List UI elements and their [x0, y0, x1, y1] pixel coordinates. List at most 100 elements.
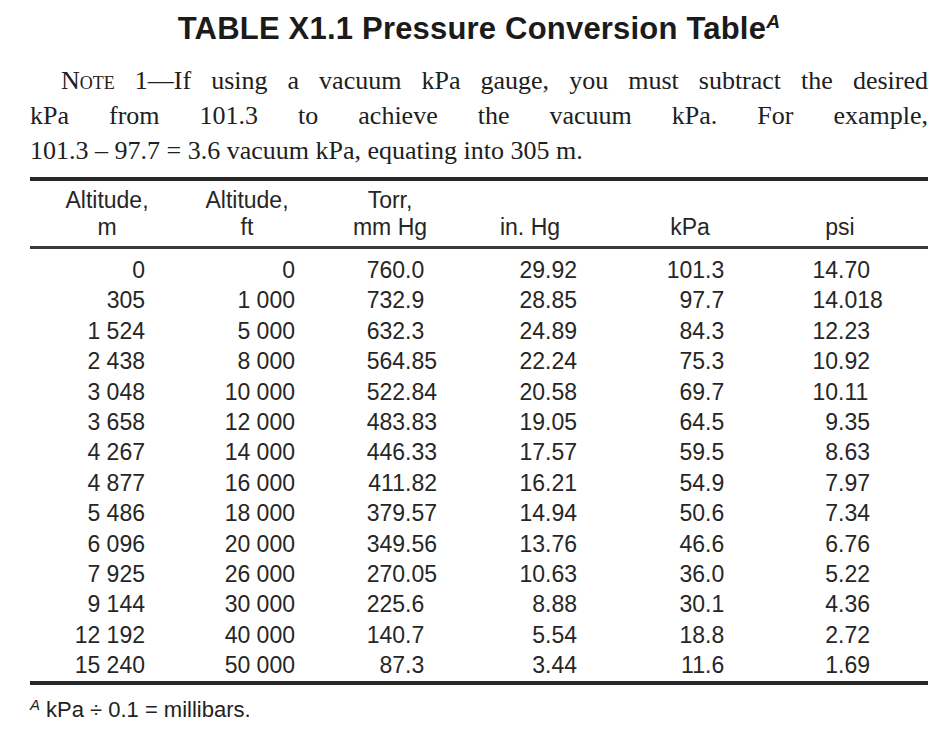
table-cell: 1 000 [150, 285, 302, 315]
table-cell: 20.58 [454, 377, 600, 407]
note-line-1-text: 1—If using a vacuum kPa gauge, you must … [115, 66, 928, 95]
table-cell: 10.11 [758, 377, 928, 407]
col-header-line2: psi [758, 214, 922, 241]
col-header-kpa: kPa [600, 179, 758, 248]
table-cell: 18.8 [600, 620, 758, 650]
table-cell: 2.72 [758, 620, 928, 650]
document-content: TABLE X1.1 Pressure Conversion TableA No… [30, 0, 928, 723]
table-cell: 6 096 [30, 529, 150, 559]
table-cell: 1.69 [758, 650, 928, 682]
col-header-line2: m [64, 214, 150, 241]
document-page: TABLE X1.1 Pressure Conversion TableA No… [0, 0, 951, 750]
table-cell: 16.21 [454, 468, 600, 498]
table-cell: 69.7 [600, 377, 758, 407]
table-cell: 15 240 [30, 650, 150, 682]
col-header-line1: Torr, [326, 187, 454, 214]
table-cell: 411.82 [302, 468, 454, 498]
table-cell: 8.88 [454, 589, 600, 619]
table-cell: 46.6 [600, 529, 758, 559]
table-cell: 522.84 [302, 377, 454, 407]
table-header-row: Altitude, m Altitude, ft Torr, mm Hg in.… [30, 179, 928, 248]
table-cell: 2 438 [30, 346, 150, 376]
table-cell: 0 [150, 248, 302, 286]
table-row: 00760.029.92101.314.70 [30, 248, 928, 286]
table-row: 5 48618 000379.5714.9450.67.34 [30, 498, 928, 528]
table-cell: 10 000 [150, 377, 302, 407]
table-row: 2 4388 000564.8522.2475.310.92 [30, 346, 928, 376]
table-cell: 564.85 [302, 346, 454, 376]
table-cell: 379.57 [302, 498, 454, 528]
table-cell: 9 144 [30, 589, 150, 619]
table-row: 4 26714 000446.3317.5759.58.63 [30, 437, 928, 467]
note-line-1: Note 1—If using a vacuum kPa gauge, you … [30, 63, 928, 98]
table-row: 4 87716 000411.8216.2154.97.97 [30, 468, 928, 498]
table-cell: 26 000 [150, 559, 302, 589]
table-cell: 16 000 [150, 468, 302, 498]
table-cell: 84.3 [600, 316, 758, 346]
table-cell: 50 000 [150, 650, 302, 682]
note-line-2: kPa from 101.3 to achieve the vacuum kPa… [30, 98, 928, 133]
table-cell: 12.23 [758, 316, 928, 346]
table-cell: 14.94 [454, 498, 600, 528]
table-cell: 101.3 [600, 248, 758, 286]
title-footnote-marker: A [766, 11, 780, 32]
table-header: Altitude, m Altitude, ft Torr, mm Hg in.… [30, 179, 928, 248]
table-cell: 8 000 [150, 346, 302, 376]
table-row: 7 92526 000270.0510.6336.05.22 [30, 559, 928, 589]
table-cell: 14.70 [758, 248, 928, 286]
table-cell: 87.3 [302, 650, 454, 682]
table-row: 15 24050 00087.33.4411.61.69 [30, 650, 928, 682]
table-body: 00760.029.92101.314.703051 000732.928.85… [30, 248, 928, 683]
table-cell: 54.9 [600, 468, 758, 498]
table-cell: 24.89 [454, 316, 600, 346]
note-line-3: 101.3 – 97.7 = 3.6 vacuum kPa, equating … [30, 133, 928, 168]
table-cell: 30.1 [600, 589, 758, 619]
col-header-line2: ft [192, 214, 302, 241]
table-cell: 7.97 [758, 468, 928, 498]
pressure-conversion-table: Altitude, m Altitude, ft Torr, mm Hg in.… [30, 177, 928, 685]
table-cell: 6.76 [758, 529, 928, 559]
table-cell: 483.83 [302, 407, 454, 437]
col-header-line2: mm Hg [326, 214, 454, 241]
table-cell: 5 486 [30, 498, 150, 528]
col-header-psi: psi [758, 179, 928, 248]
footnote-marker: A [30, 696, 40, 713]
col-header-in-hg: in. Hg [454, 179, 600, 248]
col-header-line2: in. Hg [460, 214, 600, 241]
table-cell: 732.9 [302, 285, 454, 315]
table-cell: 12 000 [150, 407, 302, 437]
table-cell: 5.54 [454, 620, 600, 650]
table-cell: 9.35 [758, 407, 928, 437]
col-header-torr: Torr, mm Hg [302, 179, 454, 248]
table-cell: 22.24 [454, 346, 600, 376]
table-cell: 17.57 [454, 437, 600, 467]
table-cell: 8.63 [758, 437, 928, 467]
table-cell: 64.5 [600, 407, 758, 437]
table-cell: 12 192 [30, 620, 150, 650]
table-cell: 4.36 [758, 589, 928, 619]
table-cell: 29.92 [454, 248, 600, 286]
table-row: 3051 000732.928.8597.714.018 [30, 285, 928, 315]
table-cell: 7.34 [758, 498, 928, 528]
table-cell: 5 000 [150, 316, 302, 346]
col-header-line1: Altitude, [192, 187, 302, 214]
table-row: 9 14430 000225.68.8830.14.36 [30, 589, 928, 619]
col-header-line1: Altitude, [64, 187, 150, 214]
table-cell: 13.76 [454, 529, 600, 559]
table-cell: 20 000 [150, 529, 302, 559]
table-cell: 4 267 [30, 437, 150, 467]
table-footnote: AkPa ÷ 0.1 = millibars. [30, 696, 928, 723]
table-cell: 446.33 [302, 437, 454, 467]
table-cell: 270.05 [302, 559, 454, 589]
table-cell: 305 [30, 285, 150, 315]
table-cell: 0 [30, 248, 150, 286]
table-cell: 349.56 [302, 529, 454, 559]
table-cell: 18 000 [150, 498, 302, 528]
table-cell: 19.05 [454, 407, 600, 437]
table-cell: 36.0 [600, 559, 758, 589]
table-cell: 14 000 [150, 437, 302, 467]
table-cell: 11.6 [600, 650, 758, 682]
table-cell: 1 524 [30, 316, 150, 346]
table-row: 3 04810 000522.8420.5869.710.11 [30, 377, 928, 407]
table-cell: 3 658 [30, 407, 150, 437]
